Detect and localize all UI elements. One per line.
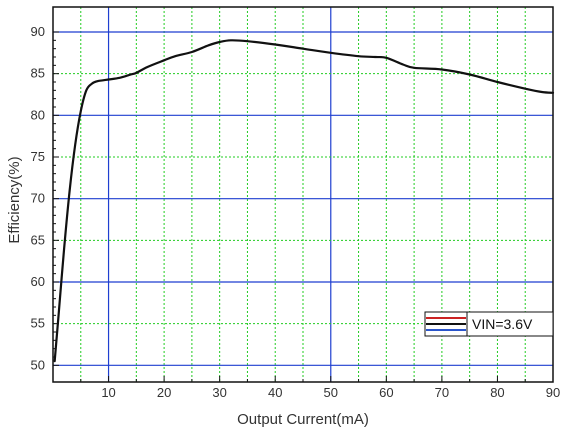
data-point xyxy=(63,248,65,250)
data-point xyxy=(57,314,60,316)
data-point xyxy=(219,41,221,43)
x-tick-label: 20 xyxy=(157,385,171,400)
tick-labels: 10 20 30 40 50 60 70 80 90 50 55 60 65 70 75 80 85 90 xyxy=(31,24,561,400)
y-tick-label: 70 xyxy=(31,191,45,206)
data-point xyxy=(357,55,360,57)
x-tick-label: 40 xyxy=(268,385,282,400)
x-axis-title: Output Current(mA) xyxy=(237,411,369,428)
data-point xyxy=(54,360,56,362)
data-point xyxy=(302,48,304,50)
legend-series-name: VIN=3.6V xyxy=(472,316,533,332)
x-tick-label: 80 xyxy=(490,385,504,400)
x-tick-label: 10 xyxy=(101,385,115,400)
y-tick-label: 85 xyxy=(31,66,45,81)
data-point xyxy=(107,78,110,81)
data-point xyxy=(441,68,443,71)
x-tick-label: 70 xyxy=(435,385,449,400)
y-tick-label: 55 xyxy=(31,316,45,331)
data-point xyxy=(74,143,76,146)
data-point xyxy=(69,189,71,191)
data-point xyxy=(274,43,276,46)
data-point xyxy=(207,44,210,46)
y-tick-label: 80 xyxy=(31,107,45,122)
legend: VIN=3.6V xyxy=(424,311,554,337)
x-tick-label: 90 xyxy=(546,385,560,400)
data-point xyxy=(80,110,82,112)
data-point xyxy=(246,40,249,42)
data-point xyxy=(91,83,93,85)
y-tick-label: 75 xyxy=(31,149,45,164)
data-point xyxy=(85,89,87,91)
data-point xyxy=(130,73,132,76)
y-axis-title: Efficiency(%) xyxy=(6,156,23,243)
y-tick-label: 60 xyxy=(31,274,45,289)
data-point xyxy=(230,39,232,41)
x-tick-label: 30 xyxy=(212,385,226,400)
data-point xyxy=(330,52,332,54)
x-tick-label: 60 xyxy=(379,385,393,400)
data-point xyxy=(163,59,165,61)
data-point xyxy=(119,77,121,79)
x-tick-label: 50 xyxy=(324,385,338,400)
data-point xyxy=(174,55,176,57)
data-point xyxy=(374,56,376,58)
series-group xyxy=(53,39,555,363)
data-point xyxy=(102,79,104,81)
data-point xyxy=(385,57,387,59)
y-tick-label: 65 xyxy=(31,232,45,247)
data-point xyxy=(524,88,526,90)
data-point xyxy=(191,51,193,53)
data-point xyxy=(135,72,137,74)
data-point xyxy=(96,80,99,82)
y-tick-label: 90 xyxy=(31,24,45,39)
data-point xyxy=(541,91,543,93)
data-point xyxy=(402,63,404,66)
data-point xyxy=(413,67,415,69)
series-line xyxy=(53,39,555,363)
data-point xyxy=(496,81,499,83)
y-tick-label: 50 xyxy=(31,357,45,372)
data-point xyxy=(146,66,149,68)
plot-frame xyxy=(52,6,554,383)
data-point xyxy=(469,73,471,76)
